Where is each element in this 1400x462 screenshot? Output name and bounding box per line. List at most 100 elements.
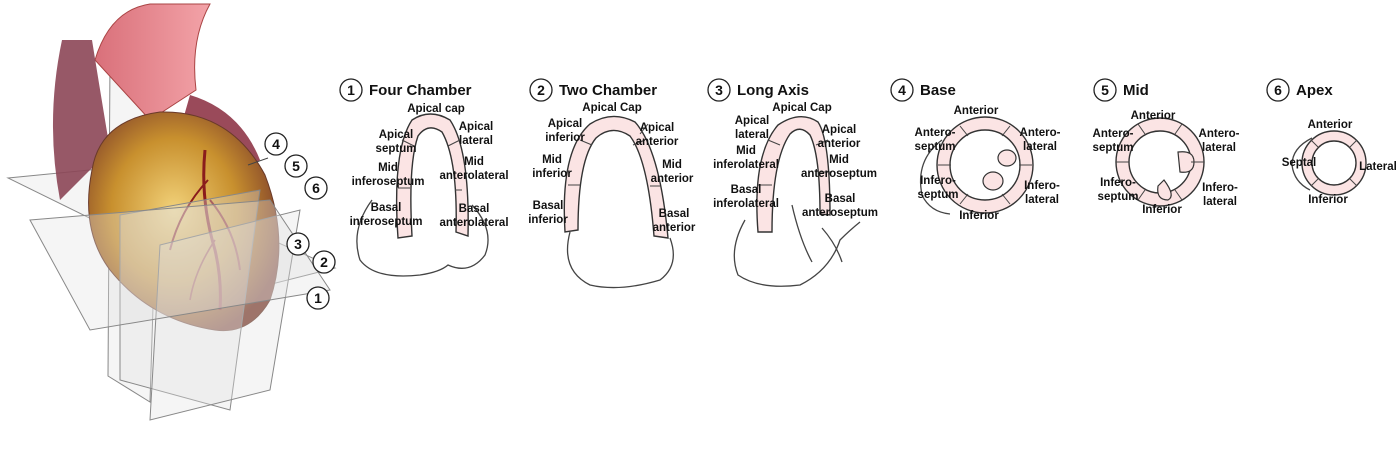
segment-label: lateral xyxy=(735,129,769,141)
view-number: 6 xyxy=(1274,82,1282,98)
view-four-chamber: 1 Four Chamber Apical cap Apical septum … xyxy=(339,78,509,277)
segment-label: Inferior xyxy=(959,210,999,222)
view-title: Apex xyxy=(1296,82,1333,99)
segment-label: Basal xyxy=(659,208,690,220)
segment-label: Apical xyxy=(379,129,414,141)
plane-sheet xyxy=(149,209,301,421)
segment-label: Mid xyxy=(542,154,562,166)
segment-label: anterolateral xyxy=(439,217,508,229)
segment-label: Antero- xyxy=(1199,128,1240,140)
segment-label: Basal xyxy=(825,193,856,205)
apex-ring-inner xyxy=(1311,140,1357,186)
segment-label: Basal xyxy=(371,202,402,214)
segment-label: Mid xyxy=(736,145,756,157)
segment-label: anterior xyxy=(636,136,679,148)
papillary-muscle xyxy=(997,149,1017,167)
segment-label: Antero- xyxy=(1093,128,1134,140)
segment-label: anterior xyxy=(818,138,861,150)
segment-label: septum xyxy=(1093,142,1134,154)
segment-label: inferolateral xyxy=(713,159,779,171)
view-title: Long Axis xyxy=(737,82,809,99)
segment-label: septum xyxy=(376,143,417,155)
view-apex: 6 Apex Anterior Septal Lateral Inferior xyxy=(1266,78,1397,206)
segment-label: Inferior xyxy=(1142,204,1182,216)
view-mid: 5 Mid Anterior Antero- septum Antero- la… xyxy=(1093,78,1240,216)
segment-label: Apical xyxy=(640,122,675,134)
view-number: 5 xyxy=(1101,82,1109,98)
segment-label: lateral xyxy=(459,135,493,147)
segment-label: Apical xyxy=(548,118,583,130)
segment-label: Lateral xyxy=(1359,161,1397,173)
segment-label: Apical Cap xyxy=(582,102,641,114)
segment-label: Mid xyxy=(378,162,398,174)
segment-label: Mid xyxy=(662,159,682,171)
plane-number: 6 xyxy=(312,180,320,196)
segment-label: Anterior xyxy=(1131,110,1176,122)
segment-label: Infero- xyxy=(920,175,956,187)
segment-label: Anterior xyxy=(1308,119,1353,131)
plane-number: 4 xyxy=(272,136,280,152)
segment-label: Inferior xyxy=(1308,194,1348,206)
segment-label: lateral xyxy=(1023,141,1057,153)
aorta xyxy=(94,3,211,121)
segment-label: Antero- xyxy=(1020,127,1061,139)
view-long-axis: 3 Long Axis Apical Cap Apical lateral Ap… xyxy=(707,78,878,287)
segment-label: Basal xyxy=(459,203,490,215)
papillary-muscle xyxy=(982,171,1004,191)
plane-number: 5 xyxy=(292,158,300,174)
plane-number: 1 xyxy=(314,290,322,306)
segment-label: Apical xyxy=(459,121,494,133)
plane-number: 2 xyxy=(320,254,328,270)
segment-label: Mid xyxy=(464,156,484,168)
segment-label: inferoseptum xyxy=(350,216,423,228)
segment-label: inferior xyxy=(528,214,568,226)
segment-label: septum xyxy=(915,141,956,153)
segment-label: inferior xyxy=(545,132,585,144)
segment-label: Infero- xyxy=(1100,177,1136,189)
segment-label: lateral xyxy=(1202,142,1236,154)
segment-label: anterior xyxy=(653,222,696,234)
view-title: Two Chamber xyxy=(559,82,657,99)
coronary-branch xyxy=(209,199,241,271)
view-title: Base xyxy=(920,82,956,99)
plane-number: 3 xyxy=(294,236,302,252)
segment-label: Basal xyxy=(731,184,762,196)
segment-label: Apical Cap xyxy=(772,102,831,114)
view-base: 4 Base Anterior Antero- septum Antero- l… xyxy=(890,78,1061,222)
view-number: 2 xyxy=(537,82,545,98)
segment-label: septum xyxy=(1098,191,1139,203)
segment-label: Apical cap xyxy=(407,103,465,115)
heart-illustration: 4 5 6 3 2 1 xyxy=(6,3,337,421)
segment-label: lateral xyxy=(1025,194,1059,206)
segment-label: anteroseptum xyxy=(801,168,877,180)
view-title: Mid xyxy=(1123,82,1149,99)
segment-label: Infero- xyxy=(1202,182,1238,194)
segment-label: inferoseptum xyxy=(352,176,425,188)
view-title: Four Chamber xyxy=(369,82,472,99)
segment-label: Antero- xyxy=(915,127,956,139)
segment-label: Apical xyxy=(822,124,857,136)
segment-label: septum xyxy=(918,189,959,201)
view-two-chamber: 2 Two Chamber Apical Cap Apical inferior… xyxy=(528,78,696,289)
segment-label: Apical xyxy=(735,115,770,127)
segment-label: anterior xyxy=(651,173,694,185)
plane-numbers: 4 5 6 3 2 1 xyxy=(247,132,336,310)
segment-label: inferior xyxy=(532,168,572,180)
segment-label: Infero- xyxy=(1024,180,1060,192)
coronary-branch xyxy=(189,239,216,301)
segment-label: Mid xyxy=(829,154,849,166)
segment-label: inferolateral xyxy=(713,198,779,210)
segment-label: lateral xyxy=(1203,196,1237,208)
view-number: 1 xyxy=(347,82,355,98)
coronary-artery xyxy=(202,149,222,311)
segment-label: anteroseptum xyxy=(802,207,878,219)
view-number: 3 xyxy=(715,82,723,98)
segment-label: anterolateral xyxy=(439,170,508,182)
segment-label: Basal xyxy=(533,200,564,212)
segment-label: Septal xyxy=(1282,157,1317,169)
plane-sheet xyxy=(29,199,331,331)
segment-label: Anterior xyxy=(954,105,999,117)
view-number: 4 xyxy=(898,82,906,98)
papillary-muscle xyxy=(1157,179,1172,201)
